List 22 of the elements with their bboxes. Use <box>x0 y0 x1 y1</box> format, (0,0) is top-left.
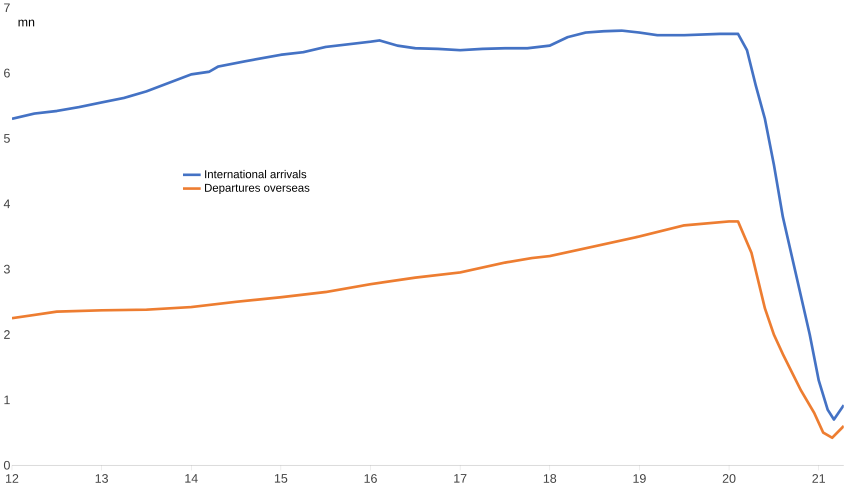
line-series <box>12 220 844 439</box>
x-tick-label: 21 <box>812 474 825 483</box>
y-tick-label: 5 <box>4 134 10 143</box>
x-tick-label: 18 <box>544 474 556 483</box>
x-tick-label: 15 <box>274 474 288 483</box>
legend-label: International arrivals <box>205 170 306 178</box>
y-axis-title: mn <box>18 20 34 26</box>
x-tick-label: 12 <box>6 474 18 483</box>
y-tick-label: 1 <box>4 395 10 404</box>
y-tick-label: 6 <box>4 68 10 78</box>
y-tick-label: 2 <box>4 330 10 339</box>
y-tick-label: 3 <box>4 264 10 274</box>
x-tick-label: 17 <box>454 474 466 482</box>
x-tick-label: 13 <box>96 474 108 483</box>
x-tick-label: 19 <box>633 474 646 483</box>
y-tick-label: 7 <box>4 3 10 12</box>
y-tick-label: 4 <box>4 199 10 208</box>
x-tick-label: 16 <box>364 474 377 483</box>
y-tick-label: 0 <box>4 460 10 470</box>
x-tick-label: 20 <box>722 474 736 483</box>
x-tick-label: 14 <box>185 474 198 482</box>
legend-label: Departures overseas <box>205 184 310 194</box>
